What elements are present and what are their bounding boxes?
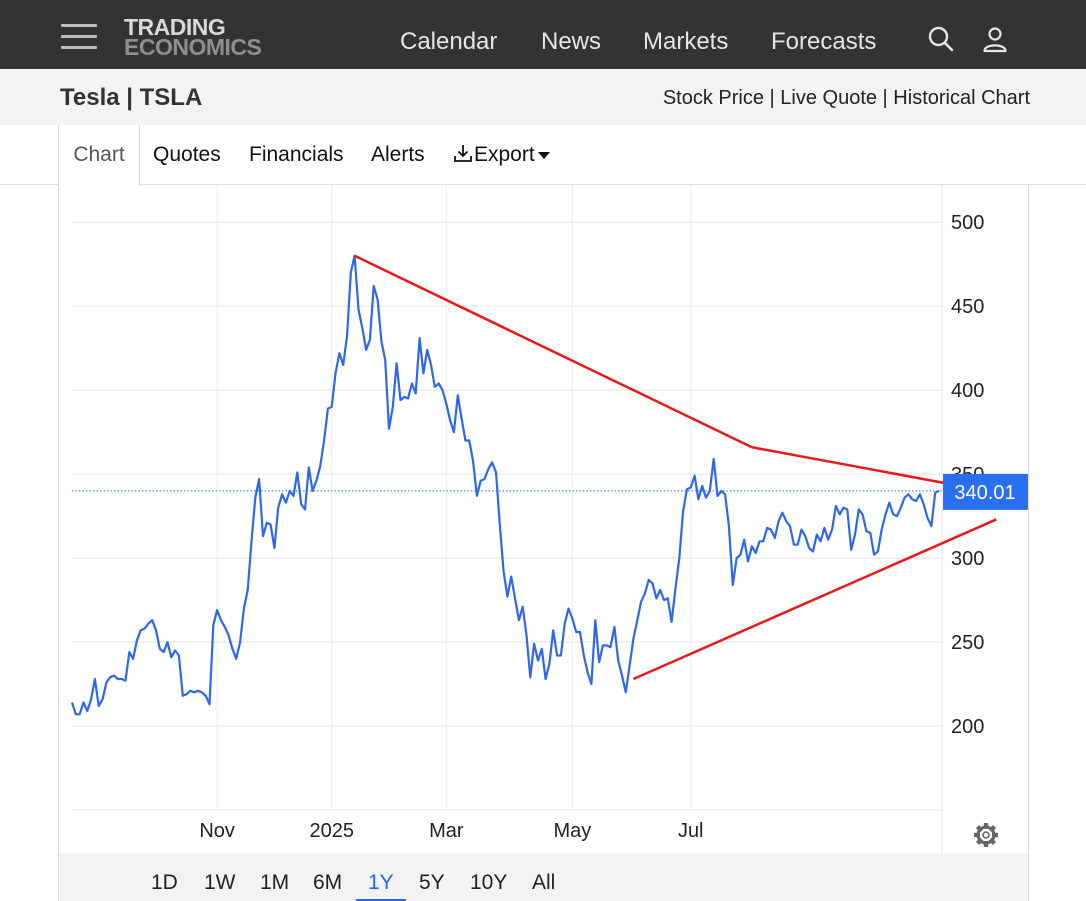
active-range-indicator xyxy=(356,899,406,901)
y-tick-label: 250 xyxy=(951,632,984,654)
x-tick-label: Mar xyxy=(429,820,464,842)
trendlines xyxy=(354,254,997,681)
tab-export[interactable]: Export xyxy=(452,125,550,185)
x-tick-label: Jul xyxy=(678,820,704,842)
logo-line-1: TRADING xyxy=(124,14,226,40)
search-icon[interactable] xyxy=(927,25,955,53)
settings-gear-icon[interactable] xyxy=(973,822,999,848)
range-5y[interactable]: 5Y xyxy=(419,871,445,894)
menu-icon[interactable] xyxy=(61,24,97,50)
x-tick-label: May xyxy=(553,820,591,842)
y-tick-label: 500 xyxy=(951,212,984,234)
range-selector: 1D 1W 1M 6M 1Y 5Y 10Y All xyxy=(59,853,1028,901)
range-1d[interactable]: 1D xyxy=(151,871,178,894)
x-axis: Nov 2025 Mar May Jul xyxy=(199,820,703,842)
tab-chart[interactable]: Chart xyxy=(58,125,140,186)
last-price-marker: 340.01 xyxy=(72,473,1028,510)
range-1y[interactable]: 1Y xyxy=(368,871,394,894)
top-navbar: TRADING ECONOMICS Calendar News Markets … xyxy=(0,0,1086,69)
tab-quotes[interactable]: Quotes xyxy=(153,143,221,166)
gear-ring xyxy=(976,825,996,845)
y-tick-label: 400 xyxy=(951,380,984,402)
user-icon[interactable] xyxy=(981,25,1009,53)
range-1w[interactable]: 1W xyxy=(204,871,236,894)
page-subtitle: Stock Price | Live Quote | Historical Ch… xyxy=(662,87,1030,109)
last-price-badge xyxy=(943,473,1028,510)
range-6m[interactable]: 6M xyxy=(313,871,343,894)
title-bar: Tesla | TSLA Stock Price | Live Quote | … xyxy=(0,69,1086,125)
gear-hub xyxy=(982,831,990,839)
nav-link-markets[interactable]: Markets xyxy=(643,28,729,55)
chart-frame-right xyxy=(1028,185,1029,901)
x-tick-label: 2025 xyxy=(309,820,354,842)
chart-series xyxy=(70,254,940,716)
y-tick-label: 300 xyxy=(951,548,984,570)
export-label: Export xyxy=(474,143,535,166)
download-icon xyxy=(454,145,472,162)
range-1m[interactable]: 1M xyxy=(260,871,290,894)
site-logo[interactable]: TRADING ECONOMICS xyxy=(124,14,262,60)
nav-link-calendar[interactable]: Calendar xyxy=(400,28,498,55)
chart-tabs: Chart Quotes Financials Alerts Export xyxy=(0,125,1086,186)
trendline xyxy=(354,254,753,449)
y-tick-label: 450 xyxy=(951,296,984,318)
nav-link-forecasts[interactable]: Forecasts xyxy=(771,28,877,55)
tab-alerts[interactable]: Alerts xyxy=(371,143,425,166)
chart-frame-left xyxy=(58,185,59,901)
nav-link-news[interactable]: News xyxy=(541,28,602,55)
last-price-label: 340.01 xyxy=(954,482,1015,504)
logo-line-2: ECONOMICS xyxy=(124,34,262,60)
page-title: Tesla | TSLA xyxy=(60,84,203,111)
trendline xyxy=(632,518,997,681)
chevron-down-icon xyxy=(537,151,550,159)
chart-grid xyxy=(72,185,943,853)
range-10y[interactable]: 10Y xyxy=(470,871,508,894)
price-line xyxy=(70,254,940,716)
tab-financials[interactable]: Financials xyxy=(249,143,344,166)
y-tick-label: 200 xyxy=(951,716,984,738)
x-tick-label: Nov xyxy=(199,820,235,842)
range-all[interactable]: All xyxy=(532,871,556,894)
